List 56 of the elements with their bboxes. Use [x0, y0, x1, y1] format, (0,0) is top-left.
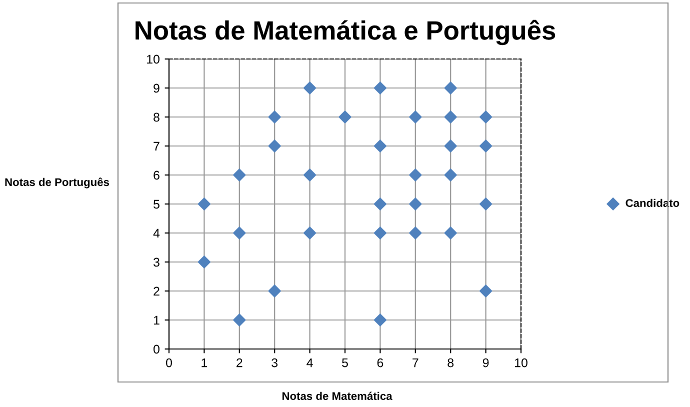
- y-tick-label: 6: [154, 170, 160, 180]
- point: [479, 197, 492, 211]
- point: [232, 226, 246, 240]
- y-tick-label: 5: [154, 200, 160, 209]
- y-tick-label: 1: [154, 316, 160, 325]
- point: [232, 313, 246, 327]
- x-tick-label: 2: [236, 358, 242, 368]
- y-tick-label: 8: [154, 112, 160, 122]
- x-tick-label: 5: [342, 358, 348, 368]
- point: [268, 284, 282, 298]
- x-tick-label: 6: [377, 358, 384, 368]
- point: [444, 110, 458, 124]
- point: [374, 226, 387, 240]
- point: [479, 284, 492, 298]
- point: [303, 226, 316, 240]
- point: [479, 110, 492, 124]
- x-tick-label: 3: [272, 358, 278, 368]
- point: [198, 197, 211, 211]
- point: [198, 255, 211, 269]
- chart-title: Notas de Matemática e Português: [136, 20, 556, 46]
- legend-label: Candidato: [626, 198, 680, 207]
- y-tick-label: 0: [154, 344, 160, 354]
- y-tick-label: 4: [153, 228, 160, 238]
- point: [408, 168, 422, 182]
- x-tick-label: 0: [166, 358, 172, 368]
- point: [268, 110, 282, 124]
- point: [444, 226, 458, 240]
- point: [374, 197, 387, 211]
- point: [303, 168, 316, 182]
- y-tick-label: 10: [147, 54, 160, 64]
- y-axis-title: Notas de Português: [5, 178, 110, 188]
- point: [303, 81, 316, 95]
- x-tick-label: 9: [482, 358, 489, 368]
- point: [374, 81, 387, 95]
- point: [268, 139, 282, 153]
- point: [408, 110, 422, 124]
- point: [479, 139, 492, 153]
- y-tick-label: 3: [154, 258, 160, 267]
- point: [444, 139, 458, 153]
- point: [338, 110, 352, 124]
- x-tick-label: 1: [202, 358, 208, 368]
- point: [374, 139, 387, 153]
- y-tick-label: 9: [154, 84, 160, 93]
- point: [232, 168, 246, 182]
- x-tick-label: 10: [515, 358, 528, 368]
- point: [408, 226, 422, 240]
- point: [444, 81, 458, 95]
- point: [374, 313, 387, 327]
- x-tick-label: 8: [448, 358, 454, 368]
- y-tick-label: 7: [154, 142, 160, 151]
- y-tick-label: 2: [154, 286, 160, 296]
- x-tick-label: 4: [306, 358, 313, 368]
- point: [408, 197, 422, 211]
- point: [444, 168, 458, 182]
- x-axis-title: Notas de Matemática: [282, 392, 392, 400]
- x-tick-label: 7: [412, 358, 418, 368]
